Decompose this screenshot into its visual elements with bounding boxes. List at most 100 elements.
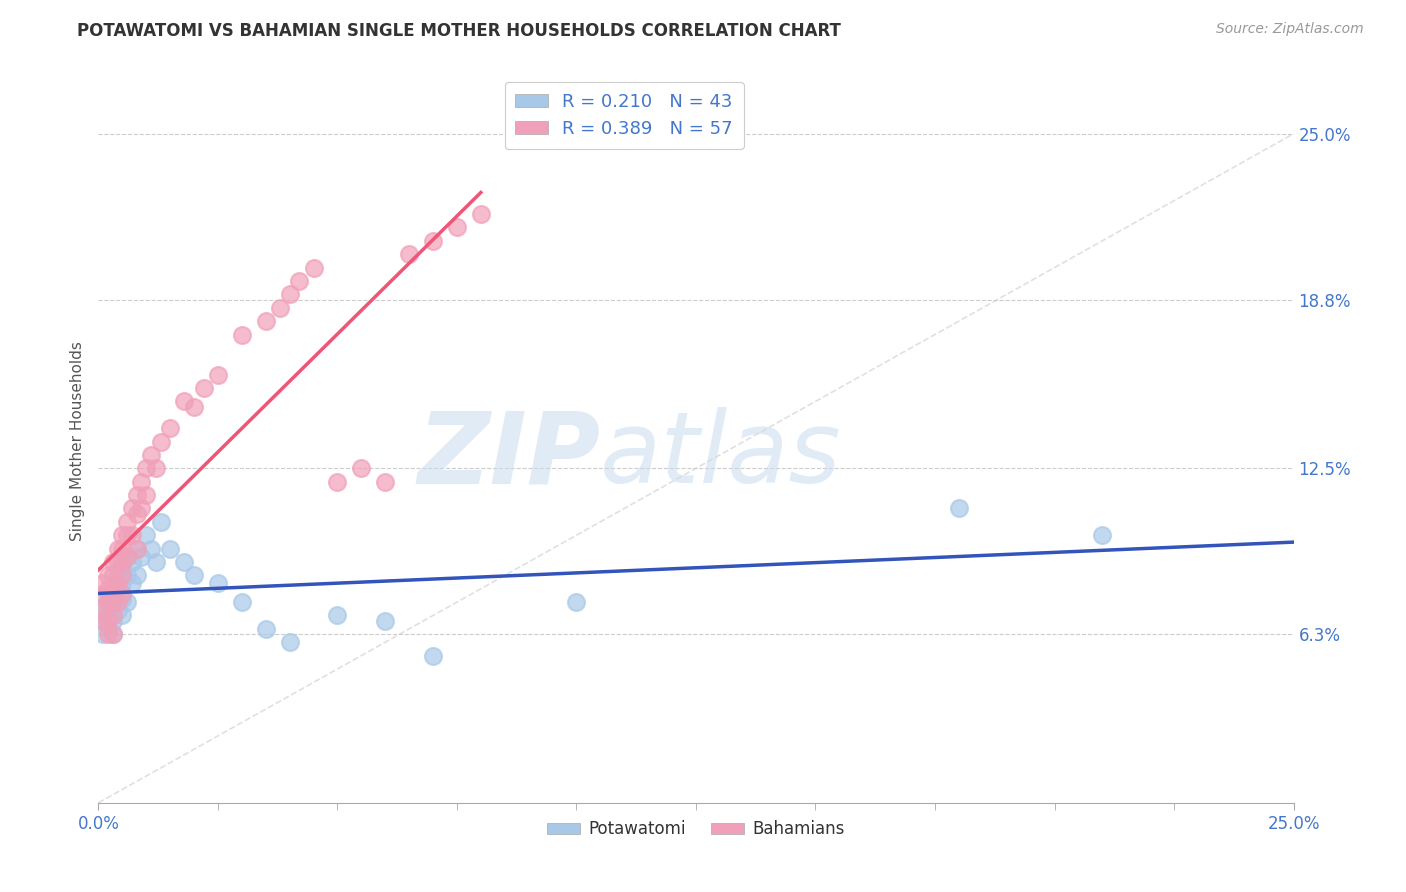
Point	[131, 549, 153, 564]
Point	[398, 247, 420, 261]
Point	[101, 595, 124, 609]
Point	[115, 515, 138, 529]
Point	[125, 507, 148, 521]
Point	[111, 592, 134, 607]
Point	[159, 541, 181, 556]
Point	[446, 220, 468, 235]
Point	[254, 314, 277, 328]
Point	[107, 555, 129, 569]
Point	[101, 582, 124, 596]
Point	[207, 576, 229, 591]
Point	[1091, 528, 1114, 542]
Point	[115, 528, 138, 542]
Point	[288, 274, 311, 288]
Point	[101, 627, 124, 641]
Point	[207, 368, 229, 382]
Point	[101, 555, 124, 569]
Point	[101, 608, 124, 623]
Point	[231, 327, 253, 342]
Point	[107, 603, 129, 617]
Point	[183, 568, 205, 582]
Point	[111, 576, 134, 591]
Point	[107, 568, 129, 582]
Point	[97, 627, 120, 641]
Point	[231, 595, 253, 609]
Point	[111, 568, 134, 582]
Point	[97, 608, 120, 623]
Point	[97, 595, 120, 609]
Point	[121, 528, 143, 542]
Point	[121, 501, 143, 516]
Point	[101, 582, 124, 596]
Point	[183, 400, 205, 414]
Point	[278, 287, 301, 301]
Point	[326, 475, 349, 489]
Point	[125, 568, 148, 582]
Text: Source: ZipAtlas.com: Source: ZipAtlas.com	[1216, 22, 1364, 37]
Point	[374, 475, 396, 489]
Point	[145, 555, 167, 569]
Legend: Potawatomi, Bahamians: Potawatomi, Bahamians	[540, 814, 852, 845]
Y-axis label: Single Mother Households: Single Mother Households	[69, 342, 84, 541]
Point	[125, 541, 148, 556]
Point	[131, 475, 153, 489]
Point	[135, 461, 157, 475]
Point	[159, 421, 181, 435]
Point	[139, 448, 162, 462]
Point	[115, 549, 138, 564]
Point	[278, 635, 301, 649]
Point	[121, 555, 143, 569]
Point	[125, 488, 148, 502]
Point	[350, 461, 373, 475]
Point	[115, 595, 138, 609]
Point	[131, 501, 153, 516]
Point	[101, 627, 124, 641]
Text: POTAWATOMI VS BAHAMIAN SINGLE MOTHER HOUSEHOLDS CORRELATION CHART: POTAWATOMI VS BAHAMIAN SINGLE MOTHER HOU…	[77, 22, 841, 40]
Point	[326, 608, 349, 623]
Point	[111, 528, 134, 542]
Point	[107, 587, 129, 601]
Point	[121, 576, 143, 591]
Text: atlas: atlas	[600, 408, 842, 505]
Point	[97, 582, 120, 596]
Point	[193, 381, 215, 395]
Point	[101, 568, 124, 582]
Point	[91, 603, 114, 617]
Point	[97, 587, 120, 601]
Point	[139, 541, 162, 556]
Point	[111, 608, 134, 623]
Point	[91, 587, 114, 601]
Point	[111, 541, 134, 556]
Point	[374, 614, 396, 628]
Point	[173, 555, 195, 569]
Point	[107, 541, 129, 556]
Point	[149, 515, 172, 529]
Point	[254, 622, 277, 636]
Point	[91, 614, 114, 628]
Point	[91, 627, 114, 641]
Point	[115, 568, 138, 582]
Point	[115, 549, 138, 564]
Point	[97, 614, 120, 628]
Point	[269, 301, 291, 315]
Point	[101, 614, 124, 628]
Point	[97, 622, 120, 636]
Point	[97, 603, 120, 617]
Point	[422, 648, 444, 663]
Point	[91, 600, 114, 615]
Point	[173, 394, 195, 409]
Point	[565, 595, 588, 609]
Point	[111, 560, 134, 574]
Point	[107, 595, 129, 609]
Point	[107, 576, 129, 591]
Point	[111, 555, 134, 569]
Text: ZIP: ZIP	[418, 408, 600, 505]
Point	[91, 614, 114, 628]
Point	[111, 587, 134, 601]
Point	[302, 260, 325, 275]
Point	[135, 488, 157, 502]
Point	[135, 528, 157, 542]
Point	[948, 501, 970, 516]
Point	[91, 576, 114, 591]
Point	[97, 568, 120, 582]
